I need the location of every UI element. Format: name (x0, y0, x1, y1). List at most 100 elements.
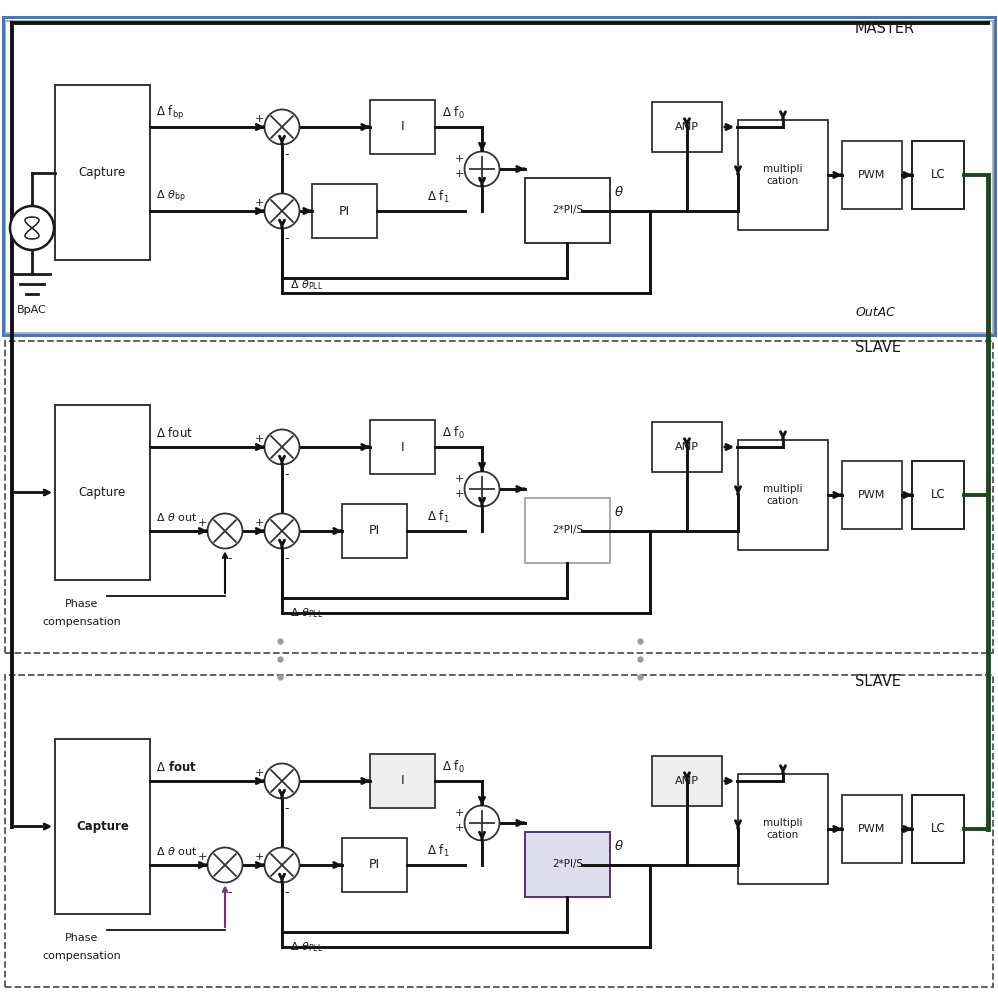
Text: multipli
cation: multipli cation (763, 484, 802, 506)
Text: MASTER: MASTER (855, 21, 915, 36)
Text: +: + (454, 474, 464, 484)
Text: compensation: compensation (43, 617, 122, 627)
Text: I: I (400, 774, 404, 788)
Bar (5, 675, 993, 987)
Bar (738, 120, 828, 230)
Circle shape (264, 194, 299, 229)
Text: $\Delta$ $\theta$ out: $\Delta$ $\theta$ out (156, 845, 198, 857)
Text: 2*PI/S: 2*PI/S (552, 526, 583, 536)
Text: $\Delta$ $\theta$$_{\rm PLL}$: $\Delta$ $\theta$$_{\rm PLL}$ (290, 606, 323, 620)
Text: $\Delta$ f$_0$: $\Delta$ f$_0$ (442, 105, 465, 121)
Text: +: + (454, 489, 464, 499)
Text: $\Delta$ $\theta$ out: $\Delta$ $\theta$ out (156, 511, 198, 523)
Bar (738, 440, 828, 550)
Text: multipli
cation: multipli cation (763, 164, 802, 186)
Text: PWM: PWM (858, 170, 885, 180)
Text: -: - (284, 468, 288, 481)
Text: PI: PI (369, 524, 380, 538)
Text: LC: LC (930, 488, 945, 502)
Bar (652, 756, 722, 806)
Text: -: - (284, 148, 288, 161)
Text: $\Delta$ f$_1$: $\Delta$ f$_1$ (427, 843, 449, 859)
Circle shape (264, 430, 299, 464)
Text: $\theta$: $\theta$ (614, 505, 624, 519)
Text: +: + (254, 434, 263, 444)
Bar (912, 141, 964, 209)
Bar (55, 405, 150, 580)
Text: +: + (454, 823, 464, 833)
Text: Phase: Phase (65, 599, 99, 609)
Bar (842, 141, 902, 209)
Circle shape (464, 472, 500, 506)
Text: -: - (284, 886, 288, 899)
Text: PWM: PWM (858, 490, 885, 500)
Text: +: + (454, 154, 464, 164)
Text: OutAC: OutAC (855, 306, 895, 320)
Bar (312, 184, 377, 238)
Text: +: + (254, 114, 263, 124)
Text: +: + (454, 169, 464, 179)
Text: -: - (284, 232, 288, 245)
Text: $\Delta$ $\theta$$_{\rm bp}$: $\Delta$ $\theta$$_{\rm bp}$ (156, 189, 186, 205)
Text: I: I (400, 441, 404, 454)
Bar (912, 795, 964, 863)
Text: PI: PI (339, 205, 350, 218)
Text: AMP: AMP (675, 122, 699, 132)
Bar (842, 461, 902, 529)
Text: AMP: AMP (675, 776, 699, 786)
Circle shape (464, 806, 500, 840)
Circle shape (264, 764, 299, 798)
Bar (5, 341, 993, 653)
Bar (342, 504, 407, 558)
Text: $\Delta$ f$_1$: $\Delta$ f$_1$ (427, 189, 449, 205)
Text: +: + (198, 852, 207, 862)
Text: Phase: Phase (65, 933, 99, 943)
Circle shape (10, 206, 54, 250)
Bar (525, 498, 610, 563)
Text: -: - (284, 552, 288, 565)
Bar (370, 754, 435, 808)
Text: PI: PI (369, 858, 380, 871)
Text: $\Delta$ f$_1$: $\Delta$ f$_1$ (427, 509, 449, 525)
Text: +: + (198, 518, 207, 528)
Bar (525, 832, 610, 897)
Text: $\Delta$ fout: $\Delta$ fout (156, 426, 193, 440)
Bar (342, 838, 407, 892)
Circle shape (208, 848, 243, 882)
Text: SLAVE: SLAVE (855, 674, 901, 690)
Circle shape (264, 109, 299, 144)
Text: $\Delta$ $\theta$$_{\rm PLL}$: $\Delta$ $\theta$$_{\rm PLL}$ (290, 940, 323, 954)
Bar (55, 85, 150, 260)
Bar (370, 100, 435, 154)
Bar (912, 461, 964, 529)
Text: +: + (454, 808, 464, 818)
Text: BpAC: BpAC (17, 305, 47, 315)
Text: $\Delta$ f$_{\rm bp}$: $\Delta$ f$_{\rm bp}$ (156, 104, 184, 122)
Text: I: I (400, 120, 404, 133)
Text: -: - (227, 886, 232, 899)
Text: Capture: Capture (79, 486, 126, 499)
Bar (738, 774, 828, 884)
Text: Capture: Capture (79, 166, 126, 179)
Circle shape (264, 848, 299, 882)
Bar (3, 17, 995, 335)
Circle shape (208, 514, 243, 548)
Text: -: - (227, 552, 232, 565)
Text: $\Delta$ $\theta$$_{\rm PLL}$: $\Delta$ $\theta$$_{\rm PLL}$ (290, 278, 323, 292)
Text: +: + (254, 518, 263, 528)
Text: $\Delta$ f$_0$: $\Delta$ f$_0$ (442, 759, 465, 775)
Text: LC: LC (930, 168, 945, 182)
Text: $\theta$: $\theta$ (614, 839, 624, 853)
Text: +: + (254, 768, 263, 778)
Circle shape (464, 151, 500, 186)
Text: -: - (284, 802, 288, 815)
Text: compensation: compensation (43, 951, 122, 961)
Bar (652, 422, 722, 472)
Bar (842, 795, 902, 863)
Text: $\Delta$ fout: $\Delta$ fout (156, 760, 197, 774)
Text: $\theta$: $\theta$ (614, 185, 624, 199)
Text: SLAVE: SLAVE (855, 340, 901, 356)
Bar (525, 178, 610, 243)
Bar (370, 420, 435, 474)
Bar (652, 102, 722, 152)
